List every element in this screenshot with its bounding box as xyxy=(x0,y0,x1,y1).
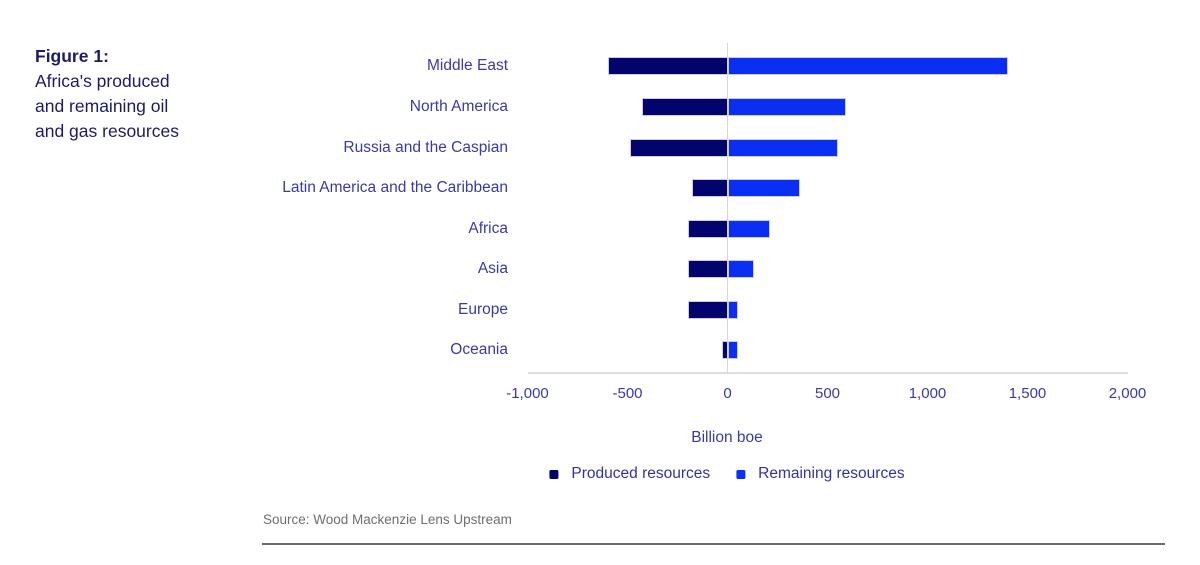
x-tick-label: 1,000 xyxy=(908,385,947,402)
source-note: Source: Wood Mackenzie Lens Upstream xyxy=(263,512,512,527)
remaining-bar xyxy=(727,97,846,116)
legend: Produced resources Remaining resources xyxy=(549,465,905,483)
remaining-bar xyxy=(727,300,738,319)
figure-title-line: Africa's produced xyxy=(35,71,170,91)
category-label: Africa xyxy=(468,219,508,237)
produced-bar xyxy=(687,260,728,279)
produced-bar xyxy=(687,300,728,319)
category-label: North America xyxy=(409,97,508,115)
figure-caption: Figure 1: Africa's produced and remainin… xyxy=(35,44,179,144)
category-label: Russia and the Caspian xyxy=(343,138,508,156)
legend-item-produced: Produced resources xyxy=(549,465,710,483)
legend-item-remaining: Remaining resources xyxy=(736,465,905,483)
remaining-bar xyxy=(727,260,754,279)
produced-bar xyxy=(691,179,728,198)
x-axis-title: Billion boe xyxy=(691,429,763,446)
x-tick-label: 500 xyxy=(814,385,841,402)
category-label: Oceania xyxy=(450,341,508,359)
produced-bar xyxy=(687,219,728,238)
produced-bar xyxy=(641,97,728,116)
x-tick-label: 2,000 xyxy=(1108,385,1147,402)
remaining-legend-marker-icon xyxy=(736,469,746,479)
legend-label: Remaining resources xyxy=(758,465,905,482)
x-tick-label: -500 xyxy=(612,385,643,402)
figure-label: Figure 1: xyxy=(35,46,109,66)
produced-bar xyxy=(629,138,728,157)
category-label: Middle East xyxy=(427,57,508,75)
zero-gridline xyxy=(726,43,729,374)
x-axis-line xyxy=(527,372,1128,374)
remaining-bar xyxy=(727,179,800,198)
remaining-bar xyxy=(727,57,1008,76)
category-label: Asia xyxy=(477,260,508,278)
produced-legend-marker-icon xyxy=(549,469,559,479)
remaining-bar xyxy=(727,219,770,238)
x-tick-label: 1,500 xyxy=(1008,385,1047,402)
footer-divider xyxy=(262,543,1165,545)
remaining-bar xyxy=(727,138,838,157)
figure-title-line: and remaining oil xyxy=(35,96,169,116)
remaining-bar xyxy=(727,341,738,360)
category-label: Europe xyxy=(458,300,508,318)
produced-bar xyxy=(607,57,728,76)
x-tick-label: -1,000 xyxy=(506,385,549,402)
x-tick-label: 0 xyxy=(723,385,732,402)
legend-label: Produced resources xyxy=(571,465,711,482)
category-label: Latin America and the Caribbean xyxy=(282,179,508,197)
figure-title-line: and gas resources xyxy=(35,121,179,141)
